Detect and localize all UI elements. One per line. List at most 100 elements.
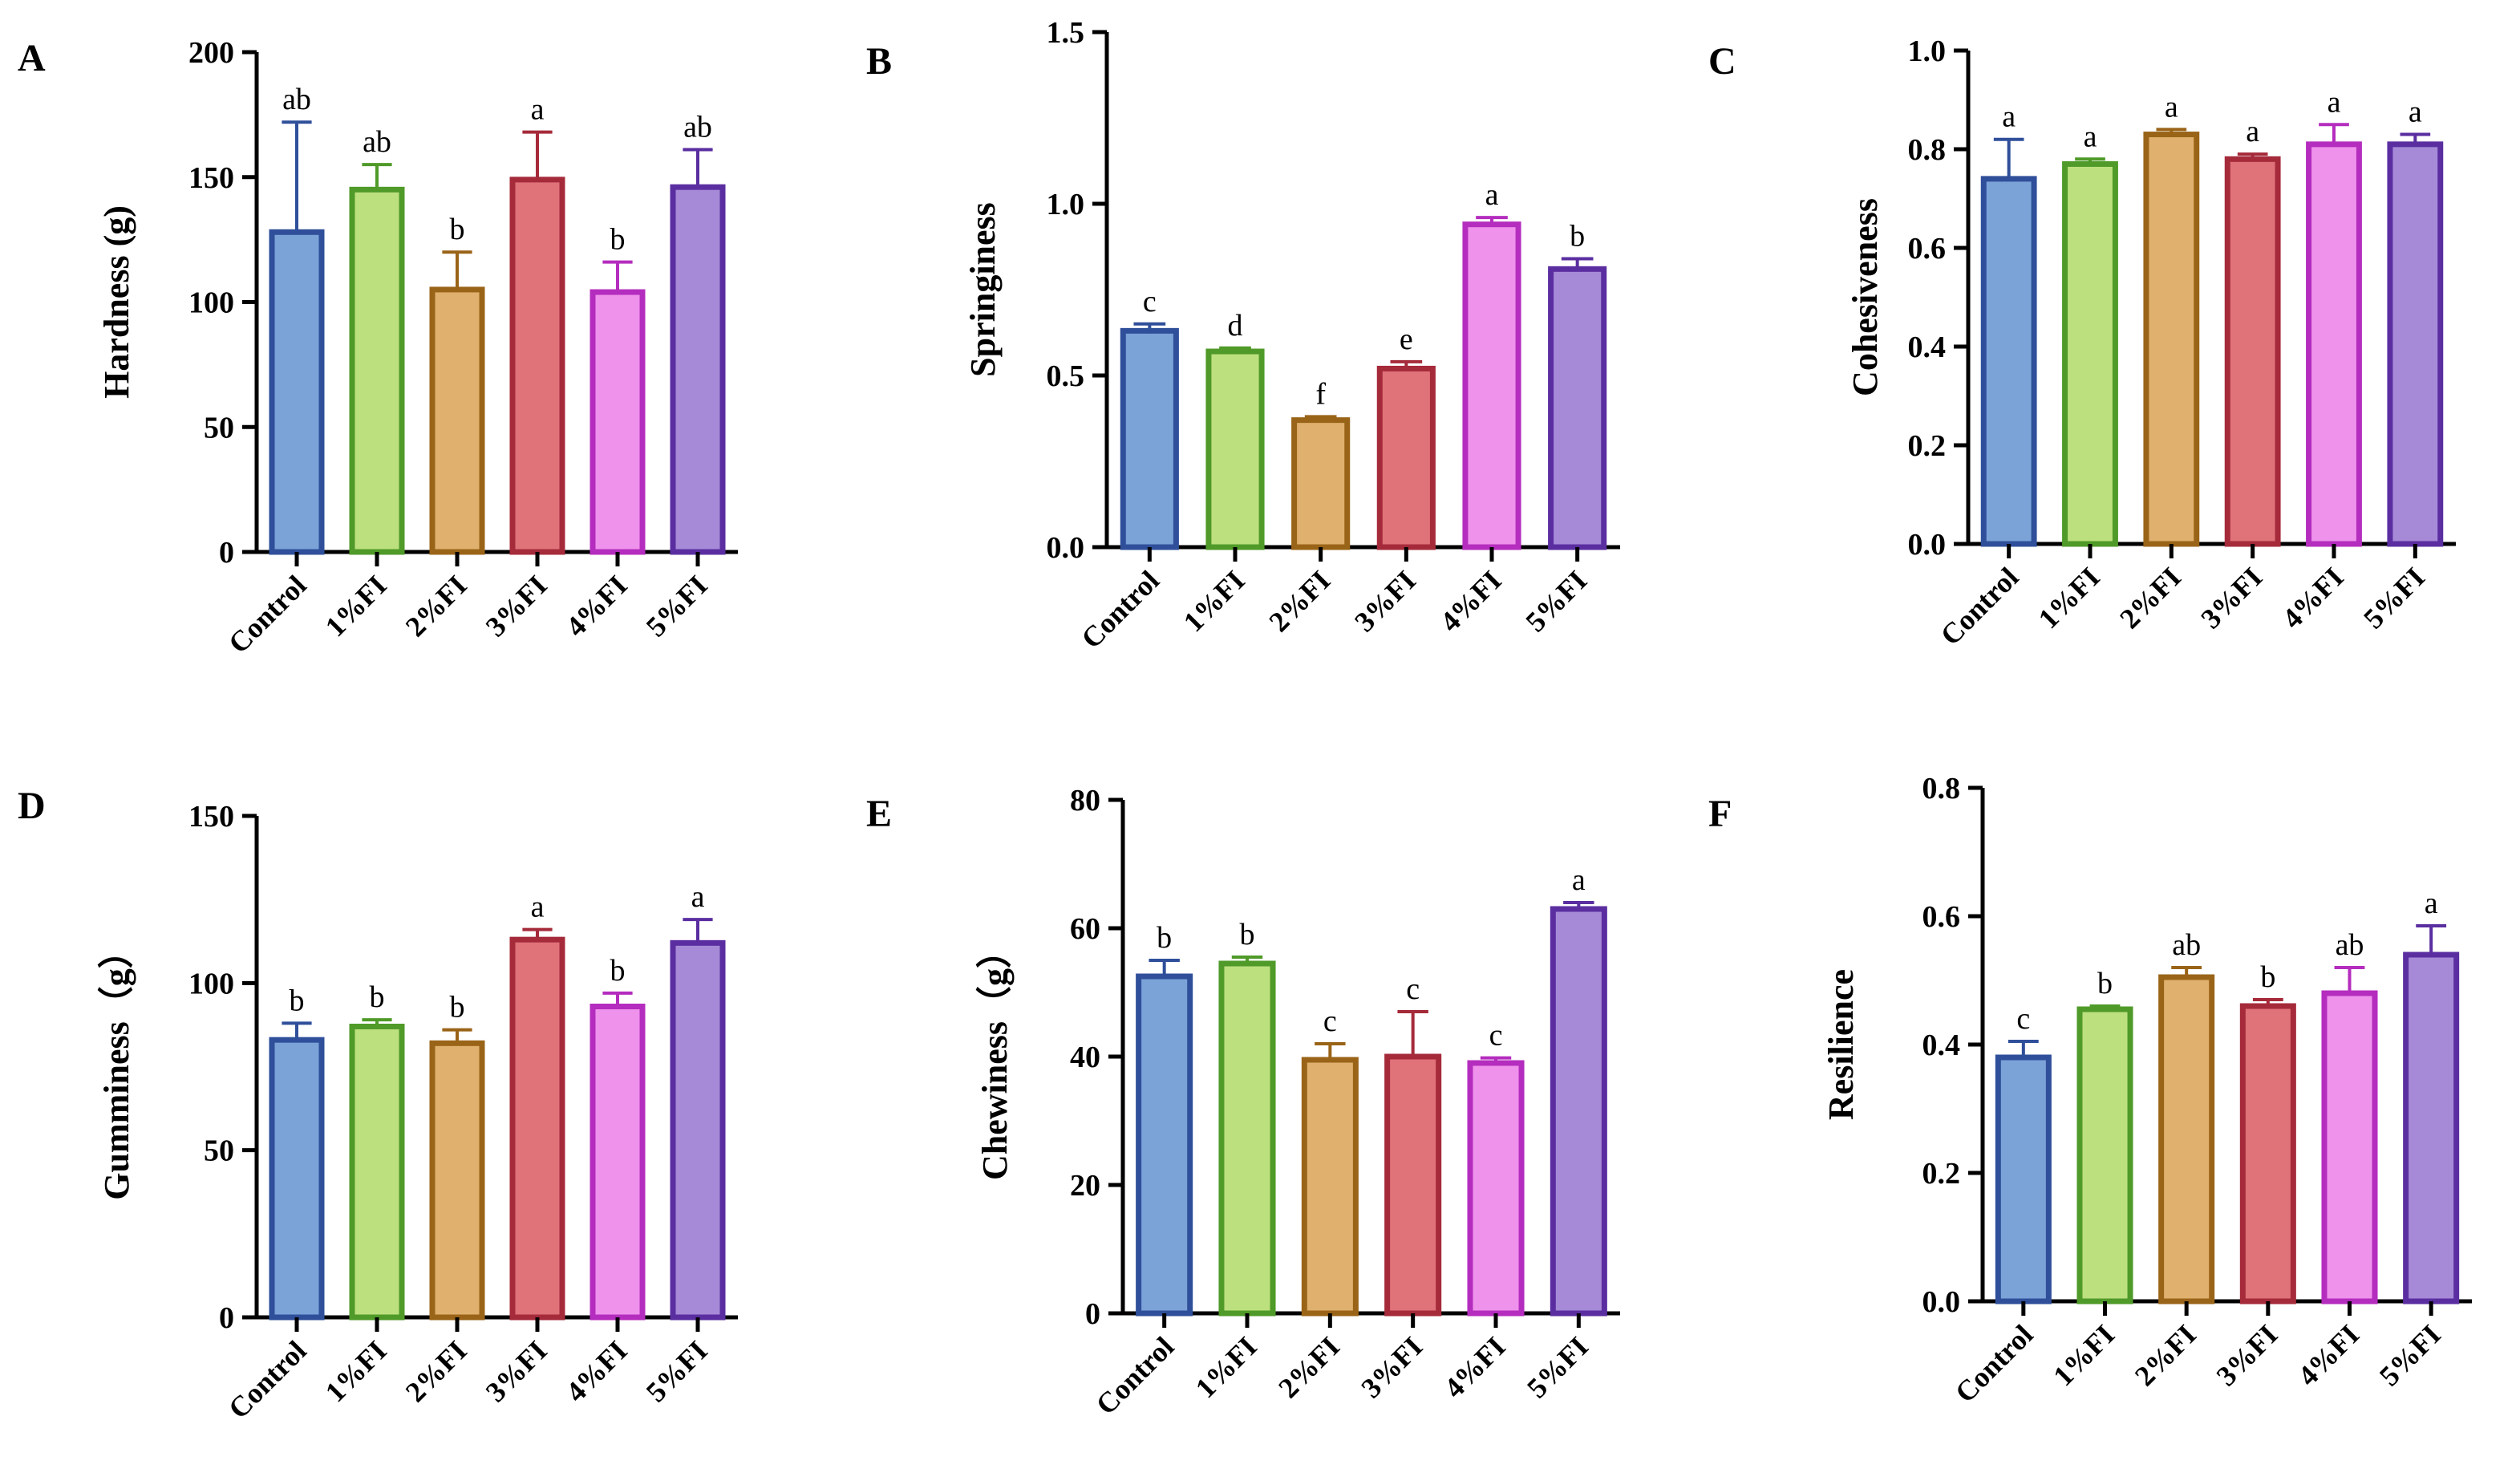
significance-letter: a [531,93,545,127]
y-tick-label: 0.5 [1047,359,1085,393]
bar [1205,348,1265,550]
y-tick-label: 0.4 [1908,331,1947,364]
bar [589,289,646,555]
significance-letter: a [531,891,545,924]
significance-letter: ab [2172,928,2201,962]
chart-panel-c: C Cohesiveness 0.0 0.2 0.4 0.6 0.8 1.0 a Control a… [1708,34,2456,651]
y-tick-label: 50 [204,411,234,444]
x-tick-label: 1%FI [1177,564,1251,638]
bar [1462,221,1521,550]
y-tick-label: 20 [1070,1169,1100,1203]
panel-letter: F [1708,793,1732,835]
significance-letter: b [1570,219,1585,253]
bar [1301,1057,1359,1317]
x-tick-label: Control [1090,1330,1181,1421]
y-tick-label: 0.0 [1047,531,1085,565]
significance-letter: c [2016,1002,2030,1036]
x-tick-label: 2%FI [1272,1330,1346,1404]
bar [1218,960,1276,1317]
significance-letter: b [370,980,385,1014]
bar [2387,141,2444,547]
y-tick-label: 150 [188,161,234,195]
bar [1120,327,1179,550]
bar [2158,974,2215,1304]
bar [589,1004,646,1321]
y-axis-label: Cohesiveness [1845,198,1885,396]
significance-letter: c [1323,1004,1337,1038]
significance-letter: a [2328,85,2341,119]
significance-letter: b [1157,921,1172,955]
bar [670,939,726,1321]
y-tick-label: 100 [188,286,234,320]
panel-letter: A [18,37,46,79]
bar [2076,1006,2133,1304]
significance-letter: c [1143,285,1157,319]
x-tick-label: 4%FI [560,569,634,643]
y-tick-label: 0.0 [1922,1285,1961,1319]
x-tick-label: 1%FI [1189,1330,1263,1404]
y-tick-label: 1.0 [1047,188,1085,221]
y-tick-label: 40 [1070,1041,1100,1074]
y-tick-label: 0.4 [1922,1029,1961,1062]
x-tick-label: 3%FI [1348,564,1422,638]
y-tick-label: 1.5 [1047,16,1085,50]
significance-letter: a [2165,90,2178,124]
x-tick-label: 5%FI [2357,561,2431,635]
significance-letter: e [1400,323,1413,356]
bar [1384,1053,1442,1317]
x-tick-label: 1%FI [2047,1318,2121,1392]
significance-letter: ab [2336,928,2364,962]
bar [1550,906,1607,1317]
significance-letter: b [2097,967,2113,1000]
bar [2224,156,2281,547]
bar [269,1037,325,1321]
significance-letter: a [2409,95,2422,129]
bar [349,1024,405,1321]
x-tick-label: 3%FI [480,1334,553,1408]
bar [2321,990,2378,1304]
bar [1291,417,1351,550]
x-tick-label: Control [222,1334,313,1425]
significance-letter: f [1315,377,1326,411]
significance-letter: ab [683,110,712,144]
panel-letter: B [866,40,892,83]
y-axis-label: Gumminess（g） [97,933,136,1199]
x-tick-label: 4%FI [560,1334,634,1408]
significance-letter: b [450,991,465,1025]
bar [1467,1060,1525,1317]
significance-letter: d [1228,309,1243,343]
bar [2403,951,2460,1304]
chart-panel-f: F Resilience 0.0 0.2 0.4 0.6 0.8 c Control b 1%FI a… [1708,772,2472,1409]
bar [349,186,405,555]
x-tick-label: 5%FI [640,1334,714,1408]
significance-letter: ab [282,83,311,116]
x-tick-label: Control [1935,561,2025,651]
y-axis-label: Resilience [1821,969,1861,1120]
x-tick-label: 2%FI [1262,564,1336,638]
y-tick-label: 0 [219,1301,234,1335]
x-tick-label: 1%FI [319,569,393,643]
y-tick-label: 0.8 [1922,772,1961,805]
y-tick-label: 0.6 [1922,900,1961,934]
significance-letter: a [2425,887,2438,920]
x-tick-label: 3%FI [1355,1330,1428,1404]
y-tick-label: 150 [188,800,234,834]
chart-panel-b: B Springiness 0.0 0.5 1.0 1.5 c Control d 1%FI f 2%… [866,16,1620,655]
panel-letter: D [18,785,46,827]
y-axis-label: Springiness [963,202,1003,377]
significance-letter: a [1572,863,1586,897]
y-tick-label: 50 [204,1134,234,1168]
panel-letter: E [866,793,892,835]
bar [269,229,325,555]
bar [2062,160,2118,547]
bar [1548,266,1607,550]
x-tick-label: 5%FI [1521,1330,1594,1404]
y-tick-label: 80 [1070,784,1100,818]
bar [2239,1003,2296,1304]
y-tick-label: 0 [1085,1297,1100,1331]
y-tick-label: 100 [188,967,234,1000]
significance-letter: b [610,954,626,988]
x-tick-label: 2%FI [2113,561,2187,635]
x-tick-label: 4%FI [1438,1330,1512,1404]
